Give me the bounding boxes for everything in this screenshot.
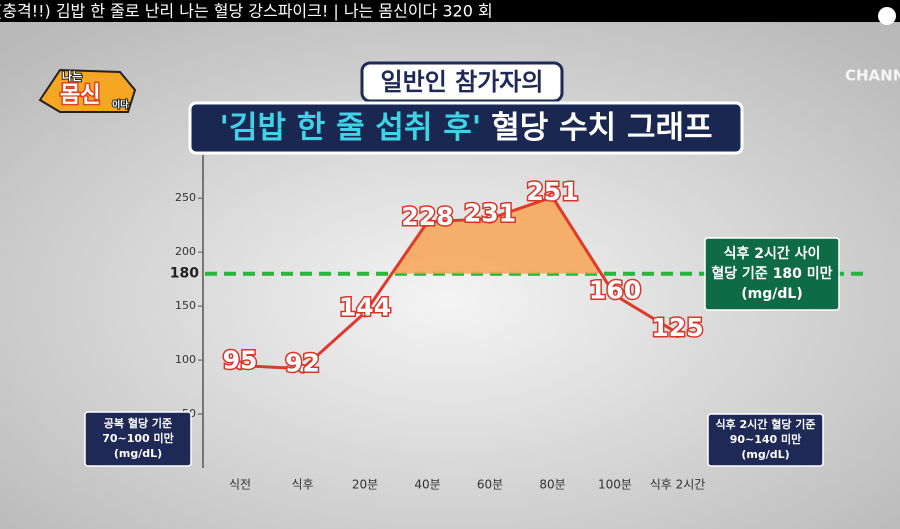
x-tick-label: 식후 2시간: [650, 478, 706, 492]
threshold-label: 180: [170, 266, 199, 282]
y-tick-label: 100: [175, 353, 196, 366]
show-logo: 나는 몸신 이다: [38, 68, 137, 113]
x-tick-label: 20분: [352, 478, 378, 492]
title-highlight: '김밥 한 줄 섭취 후': [219, 110, 481, 146]
annotation-text: 식후 2시간 혈당 기준: [715, 417, 815, 431]
logo-text: 나는: [62, 69, 82, 83]
annotation-box: [704, 237, 840, 311]
x-tick-label: 40분: [414, 478, 440, 492]
y-tick-label: 200: [175, 245, 196, 258]
x-tick-label: 100분: [598, 478, 632, 492]
subtitle-box: [360, 61, 564, 103]
line: [239, 195, 679, 371]
annotation-text: 식후 2시간 사이: [724, 245, 821, 262]
x-tick-label: 60분: [477, 478, 503, 492]
y-tick-label: 150: [175, 299, 196, 312]
channel-logo: CHANNE: [845, 67, 900, 85]
annotation-box: [707, 413, 824, 467]
data-label: 251: [526, 177, 578, 206]
annotation-text: 혈당 기준 180 미만: [711, 265, 832, 282]
point: [547, 192, 558, 203]
annotation-text: 70~100 미만: [102, 431, 174, 445]
logo-text: 몸신: [60, 83, 100, 108]
point: [672, 328, 683, 339]
point: [360, 307, 370, 318]
area-above-threshold: [240, 197, 678, 274]
chart-subtitle: 일반인 참가자의: [381, 68, 544, 96]
x-tick-label: 식후: [291, 478, 313, 492]
point: [610, 290, 620, 301]
data-label: 160: [589, 275, 641, 304]
video-title[interactable]: (충격!!) 김밥 한 줄로 난리 나는 혈당 강스파이크! | 나는 몸신이다…: [0, 2, 493, 21]
point: [422, 216, 433, 227]
clock-icon[interactable]: [878, 7, 896, 25]
point: [485, 213, 495, 224]
data-label: 228: [401, 202, 453, 231]
annotation-box: [84, 411, 192, 467]
title-bar: [0, 0, 900, 22]
data-label: 95: [223, 345, 258, 374]
chart-title: '김밥 한 줄 섭취 후' 혈당 수치 그래프: [219, 110, 712, 146]
logo-text: 이다: [112, 99, 129, 111]
annotation-text: (mg/dL): [114, 447, 162, 460]
plot: 501001502002501809592144228231251160125식…: [84, 155, 870, 492]
title-rest: 혈당 수치 그래프: [491, 110, 712, 146]
data-label: 231: [464, 199, 516, 228]
annotation-text: 90~140 미만: [730, 432, 802, 446]
x-tick-label: 80분: [539, 478, 565, 492]
x-tick-label: 식전: [229, 478, 251, 492]
annotation-text: 공복 혈당 기준: [104, 416, 172, 430]
data-label: 92: [285, 349, 320, 378]
annotation-text: (mg/dL): [741, 286, 802, 302]
annotation-text: (mg/dL): [741, 448, 789, 461]
data-label: 125: [651, 313, 703, 342]
y-tick-label: 250: [175, 191, 196, 204]
point: [235, 360, 245, 371]
data-label: 144: [339, 293, 391, 322]
point: [297, 363, 308, 374]
title-box: [188, 101, 744, 155]
